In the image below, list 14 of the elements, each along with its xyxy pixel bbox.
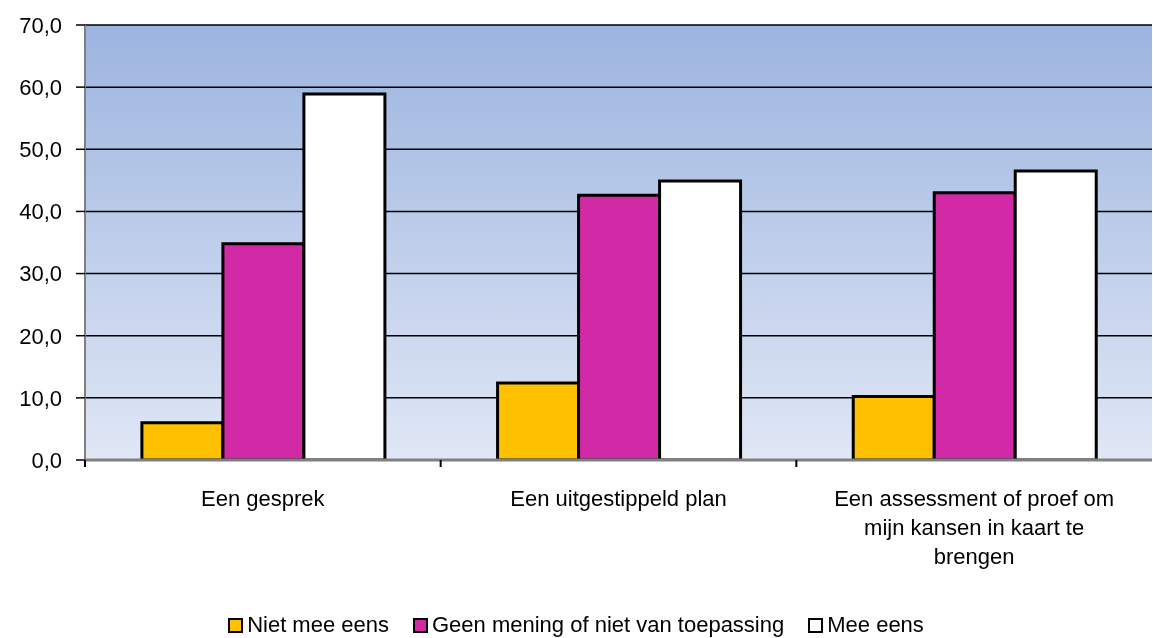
y-tick-label: 60,0 (19, 74, 62, 100)
y-tick-label: 10,0 (19, 385, 62, 411)
y-tick-label: 0,0 (31, 447, 62, 473)
y-tick-label: 20,0 (19, 323, 62, 349)
x-tick-label: Een assessment of proef om mijn kansen in kaart te brengen (834, 486, 1115, 569)
x-tick-label: Een gesprek (201, 486, 326, 511)
y-tick-label: 30,0 (19, 261, 62, 287)
y-tick-label: 70,0 (19, 12, 62, 38)
y-tick-label: 40,0 (19, 199, 62, 225)
y-tick-label: 50,0 (19, 137, 62, 163)
legend-label: Niet mee eens (247, 612, 389, 638)
x-tick-label: Een uitgestippeld plan (510, 486, 727, 511)
legend-label: Geen mening of niet van toepassing (431, 612, 785, 638)
legend-label: Mee eens (827, 612, 924, 638)
